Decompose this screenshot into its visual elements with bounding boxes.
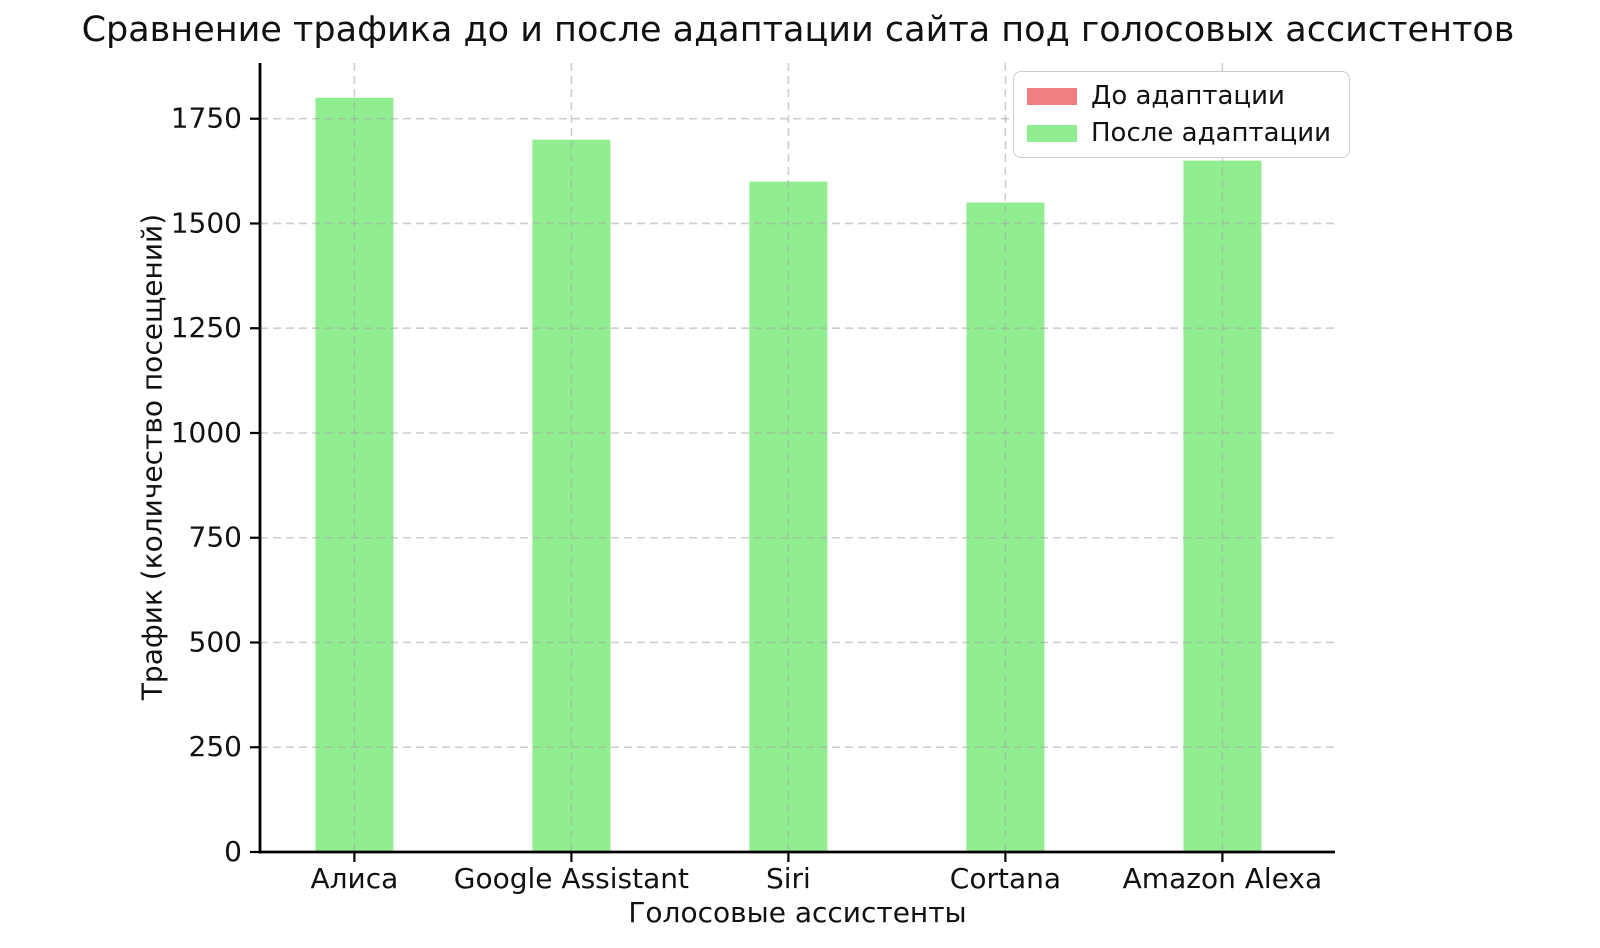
legend: До адаптации После адаптации	[1013, 71, 1351, 158]
x-tick-label: Cortana	[950, 862, 1061, 895]
legend-label-before: До адаптации	[1091, 81, 1285, 111]
legend-swatch-before	[1027, 87, 1077, 105]
y-tick-label: 500	[189, 625, 242, 658]
x-tick-label: Google Assistant	[454, 862, 689, 895]
bar	[749, 181, 828, 853]
legend-swatch-after	[1027, 124, 1077, 142]
y-tick-label: 1000	[171, 416, 242, 449]
y-tick-label: 250	[189, 730, 242, 763]
y-tick-label: 1750	[171, 102, 242, 135]
legend-item-after: После адаптации	[1027, 118, 1331, 148]
y-tick-label: 750	[189, 521, 242, 554]
y-tick-label: 0	[224, 835, 242, 868]
x-tick-label: Алиса	[310, 862, 398, 895]
x-tick-label: Amazon Alexa	[1123, 862, 1322, 895]
legend-item-before: До адаптации	[1027, 81, 1331, 111]
legend-label-after: После адаптации	[1091, 118, 1332, 148]
y-tick-label: 1250	[171, 311, 242, 344]
chart-title: Сравнение трафика до и после адаптации с…	[81, 10, 1515, 50]
x-tick-label: Siri	[766, 862, 811, 895]
x-axis-label: Голосовые ассистенты	[628, 896, 967, 929]
y-tick-label: 1500	[171, 206, 242, 239]
